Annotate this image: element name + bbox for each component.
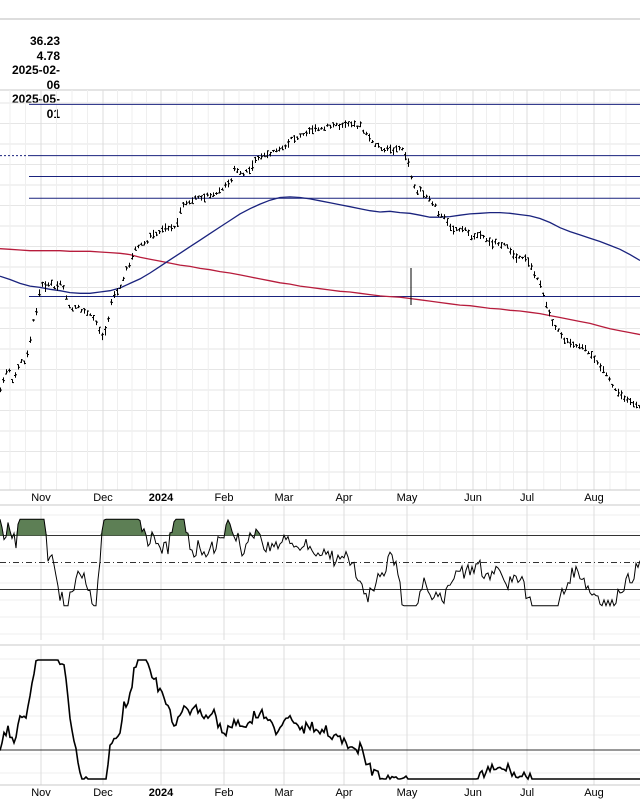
moving-average-slow-line <box>0 248 640 336</box>
bottom-x-tick-label: Mar <box>275 787 294 799</box>
price-x-axis: Nov Dec 2024 Feb Mar Apr May Jun Jul Aug <box>0 489 640 505</box>
bottom-x-tick-label: Aug <box>584 787 604 799</box>
osc1-overbought-fill <box>0 519 640 536</box>
x-tick-label: Aug <box>584 492 604 504</box>
oscillator-panel-2 <box>0 644 640 785</box>
x-tick-label: Apr <box>335 492 352 504</box>
bottom-x-tick-label: May <box>397 787 418 799</box>
bottom-x-tick-label: Jun <box>464 787 482 799</box>
x-tick-label: Jul <box>520 492 534 504</box>
bottom-x-tick-label: Apr <box>335 787 352 799</box>
osc2-line <box>0 659 640 781</box>
oscillator-panel-1 <box>0 504 640 640</box>
x-tick-label: Jun <box>464 492 482 504</box>
bottom-x-tick-label: Jul <box>520 787 534 799</box>
bottom-x-tick-label: Feb <box>215 787 234 799</box>
header-value-3: 2025-02-06 <box>11 63 60 92</box>
ohlc-bars <box>0 120 640 409</box>
bottom-x-tick-label: Dec <box>93 787 113 799</box>
x-tick-label: Nov <box>31 492 51 504</box>
x-tick-label: Feb <box>215 492 234 504</box>
x-axis-band <box>0 490 640 505</box>
bottom-x-tick-label: Nov <box>31 787 51 799</box>
osc1-line <box>0 518 640 608</box>
x-tick-label: Dec <box>93 492 113 504</box>
x-tick-label: Mar <box>275 492 294 504</box>
bottom-x-tick-label: 2024 <box>149 787 174 799</box>
moving-average-fast-line <box>0 196 640 294</box>
header-value-1: 36.23 <box>29 34 60 48</box>
x-tick-label: 2024 <box>149 492 174 504</box>
header-value-2: 4.78 <box>36 48 60 63</box>
price-panel <box>0 89 640 490</box>
x-tick-label: May <box>397 492 418 504</box>
bottom-x-axis: Nov Dec 2024 Feb Mar Apr May Jun Jul Aug <box>0 784 640 799</box>
